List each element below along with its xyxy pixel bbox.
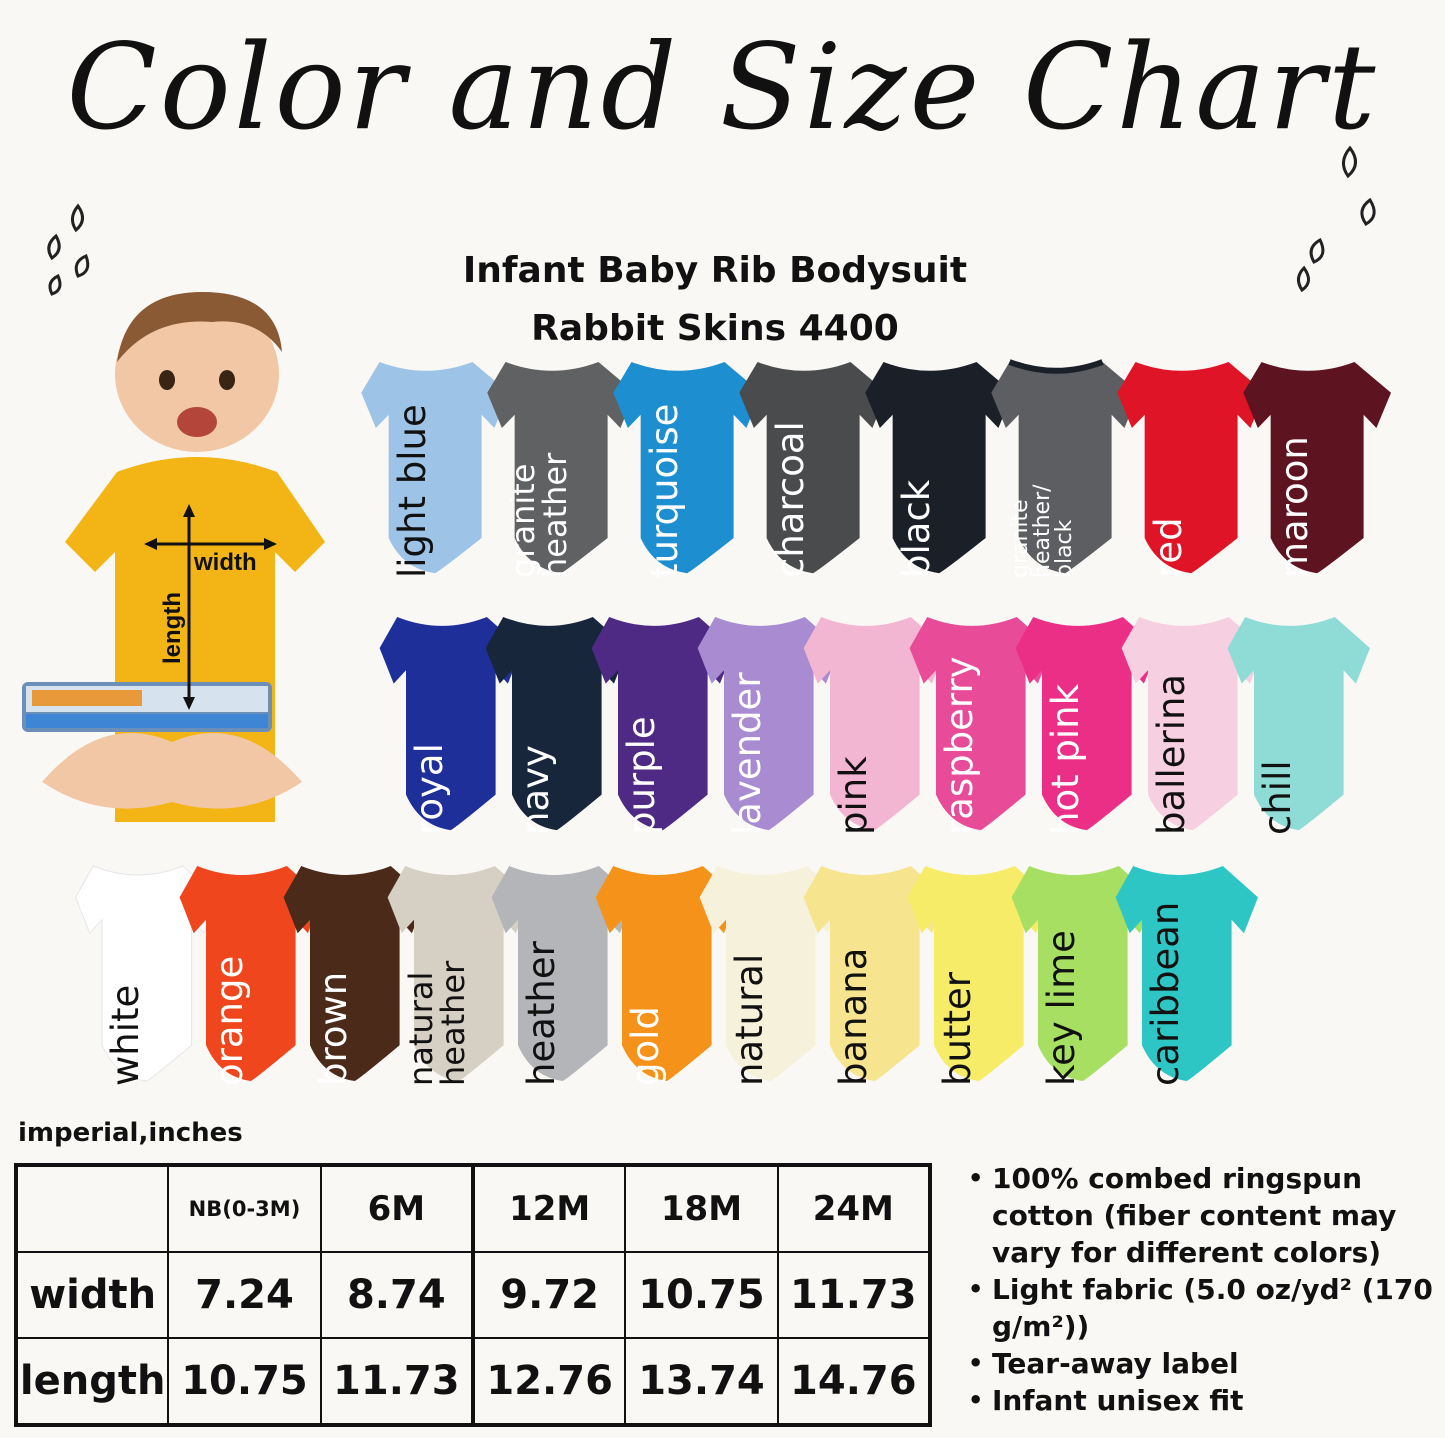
onesie-swatch bbox=[1117, 362, 1265, 574]
table-cell: 11.73 bbox=[776, 1251, 932, 1339]
table-row: length 10.75 11.73 12.76 13.74 14.76 bbox=[14, 1337, 932, 1426]
color-label: purple bbox=[619, 716, 663, 835]
onesie-swatch bbox=[361, 362, 509, 574]
neck-trim bbox=[1008, 359, 1104, 374]
color-label: key lime bbox=[1039, 930, 1083, 1086]
table-cell: 8.74 bbox=[319, 1251, 474, 1339]
color-label: maroon bbox=[1273, 436, 1317, 578]
size-table: NB(0-3M) 6M 12M 18M 24M width 7.24 8.74 … bbox=[14, 1163, 932, 1427]
table-row: width 7.24 8.74 9.72 10.75 11.73 bbox=[14, 1251, 932, 1339]
size-header: 24M bbox=[776, 1164, 932, 1253]
color-label: chill bbox=[1255, 760, 1299, 835]
table-cell: 12.76 bbox=[470, 1337, 627, 1426]
color-label: natural bbox=[727, 953, 771, 1086]
width-label: width bbox=[193, 549, 257, 576]
color-label: white bbox=[103, 984, 147, 1086]
color-label: light blue bbox=[391, 404, 435, 578]
color-label: caribbean bbox=[1143, 901, 1187, 1086]
row-label: length bbox=[14, 1337, 170, 1426]
onesie-swatch bbox=[739, 362, 888, 574]
unit-label: imperial,inches bbox=[18, 1118, 243, 1148]
table-cell: 14.76 bbox=[776, 1337, 932, 1426]
feature-item: 100% combed ringspun cotton (fiber conte… bbox=[966, 1160, 1436, 1271]
length-label: length bbox=[159, 592, 186, 664]
color-label: hot pink bbox=[1043, 684, 1087, 835]
right-sprig-icon bbox=[1297, 145, 1376, 293]
baby-photo: width length bbox=[22, 292, 325, 822]
size-header-row: NB(0-3M) 6M 12M 18M 24M bbox=[14, 1164, 932, 1253]
onesie-swatch bbox=[865, 362, 1014, 574]
color-label: granite heather/ black bbox=[1007, 484, 1077, 578]
size-header: 6M bbox=[319, 1164, 474, 1253]
feature-item: Light fabric (5.0 oz/yd² (170 g/m²)) bbox=[966, 1271, 1436, 1345]
color-label: gold bbox=[623, 1006, 667, 1086]
corner-cell bbox=[14, 1164, 170, 1253]
color-label: navy bbox=[513, 745, 557, 835]
color-label: ballerina bbox=[1149, 673, 1193, 835]
feature-list: 100% combed ringspun cotton (fiber conte… bbox=[966, 1160, 1436, 1419]
color-label: banana bbox=[831, 947, 875, 1086]
onesie-swatch bbox=[1243, 362, 1391, 574]
color-label: natural heather bbox=[402, 960, 473, 1086]
table-cell: 10.75 bbox=[624, 1251, 779, 1339]
left-sprig-icon bbox=[47, 203, 90, 296]
product-name: Infant Baby Rib Bodysuit bbox=[462, 250, 968, 291]
color-label: raspberry bbox=[937, 656, 981, 835]
color-label: pink bbox=[831, 756, 875, 835]
product-model: Rabbit Skins 4400 bbox=[531, 308, 899, 349]
color-label: heather bbox=[519, 941, 563, 1086]
color-label: red bbox=[1147, 517, 1191, 578]
color-label: black bbox=[895, 479, 939, 578]
size-header: NB(0-3M) bbox=[167, 1164, 322, 1253]
color-label: lavender bbox=[725, 672, 769, 835]
row-label: width bbox=[14, 1251, 170, 1339]
color-label: orange bbox=[207, 955, 251, 1086]
onesie-swatch bbox=[613, 362, 762, 574]
chart-title: Color and Size Chart bbox=[66, 18, 1379, 156]
color-label: royal bbox=[407, 743, 451, 835]
color-label: butter bbox=[935, 972, 979, 1086]
feature-item: Tear-away label bbox=[966, 1345, 1436, 1382]
color-label: charcoal bbox=[769, 421, 813, 578]
table-cell: 9.72 bbox=[470, 1251, 627, 1339]
table-cell: 10.75 bbox=[167, 1337, 322, 1426]
color-label: turquoise bbox=[643, 403, 687, 578]
color-label: granite heather bbox=[503, 452, 574, 578]
size-header: 12M bbox=[470, 1164, 627, 1253]
table-cell: 7.24 bbox=[167, 1251, 322, 1339]
table-cell: 11.73 bbox=[319, 1337, 474, 1426]
feature-item: Infant unisex fit bbox=[966, 1382, 1436, 1419]
color-label: brown bbox=[311, 971, 355, 1086]
table-cell: 13.74 bbox=[624, 1337, 779, 1426]
size-header: 18M bbox=[624, 1164, 779, 1253]
